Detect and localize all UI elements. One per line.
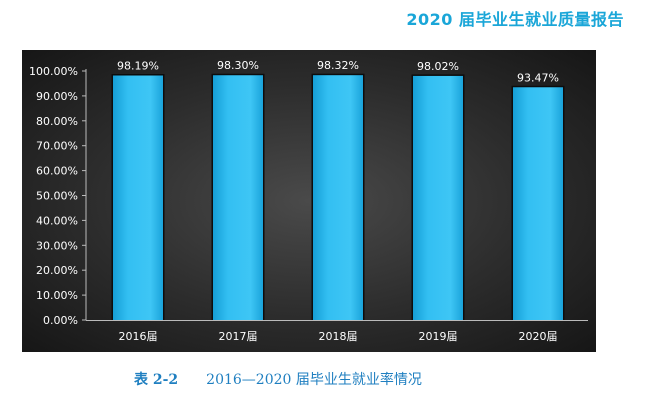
y-tick-label: 60.00% [36, 165, 78, 178]
bar-value-label: 93.47% [517, 71, 559, 84]
x-axis: 2016届 2017届 2018届 2019届 2020届 [86, 320, 588, 343]
y-axis: 0.00% 10.00% 20.00% 30.00% 40.00% 50.00% 60.00… [29, 65, 87, 327]
y-tick-label: 40.00% [36, 214, 78, 227]
y-tick-label: 80.00% [36, 115, 78, 128]
x-tick-label: 2019届 [419, 330, 458, 343]
bar-value-label: 98.19% [117, 60, 159, 73]
bar-value-label: 98.32% [317, 59, 359, 72]
x-tick-label: 2016届 [119, 330, 158, 343]
page-header-title: 2020 届毕业生就业质量报告 [406, 10, 624, 29]
x-tick-label: 2020届 [519, 330, 558, 343]
y-tick-label: 20.00% [36, 264, 78, 277]
caption-text: 2016—2020 届毕业生就业率情况 [206, 372, 422, 388]
y-tick-label: 10.00% [36, 289, 78, 302]
y-tick-label: 70.00% [36, 140, 78, 153]
bar-value-label: 98.02% [417, 60, 459, 73]
bar [513, 87, 563, 320]
y-tick-label: 100.00% [29, 65, 78, 78]
x-tick-label: 2018届 [319, 330, 358, 343]
x-tick-label: 2017届 [219, 330, 258, 343]
y-tick-label: 30.00% [36, 239, 78, 252]
bar [213, 75, 263, 320]
bar-value-label: 98.30% [217, 59, 259, 72]
bar-chart: 0.00% 10.00% 20.00% 30.00% 40.00% 50.00% 60.00… [29, 59, 588, 343]
bar [313, 75, 363, 320]
chart-panel: 0.00% 10.00% 20.00% 30.00% 40.00% 50.00% 60.00… [22, 50, 596, 352]
figure-caption: 表 2-2 2016—2020 届毕业生就业率情况 [134, 369, 422, 389]
y-tick-label: 0.00% [43, 314, 78, 327]
caption-label: 表 2-2 [134, 372, 179, 388]
bars: 98.19% 98.30% 98.32% 98.02% 93.47% [111, 59, 565, 320]
y-tick-label: 50.00% [36, 190, 78, 203]
y-tick-label: 90.00% [36, 90, 78, 103]
bar [113, 75, 163, 320]
bar [413, 75, 463, 320]
